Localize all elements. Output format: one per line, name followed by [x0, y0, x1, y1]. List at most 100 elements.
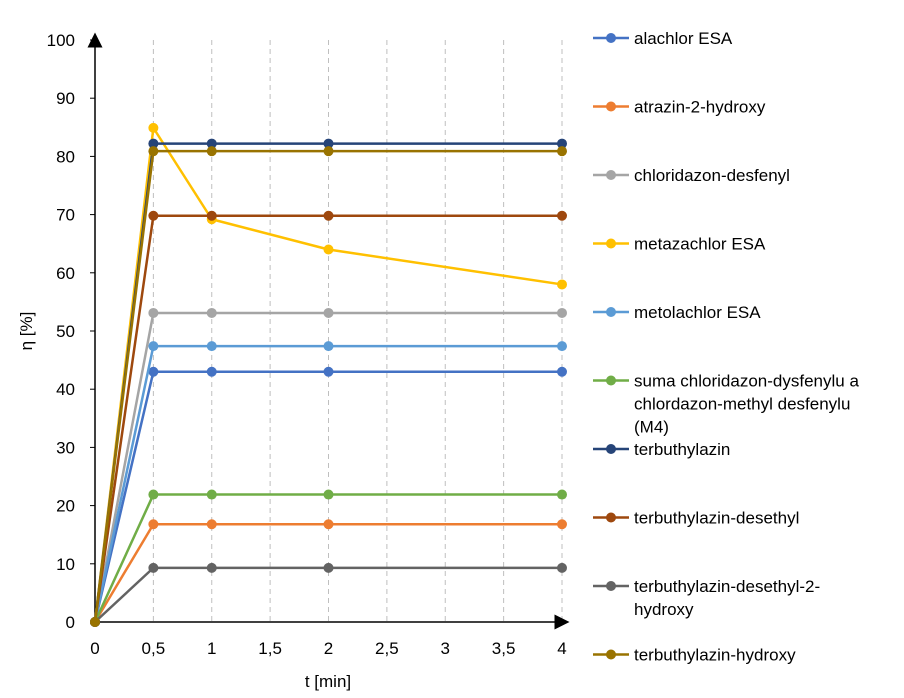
legend-swatch-marker — [606, 649, 616, 660]
grid — [152, 40, 563, 622]
data-point — [557, 562, 567, 573]
legend-swatch-marker — [606, 307, 616, 317]
legend-item: terbuthylazin — [593, 440, 730, 459]
data-point — [323, 366, 334, 377]
data-point — [206, 307, 217, 318]
data-point — [557, 138, 567, 149]
x-tick-label: 4 — [557, 639, 566, 658]
x-tick-label: 0,5 — [142, 639, 166, 658]
legend-label: terbuthylazin-desethyl-2- hydroxy — [634, 577, 820, 619]
data-point — [557, 519, 567, 530]
legend-swatch-marker — [606, 444, 616, 454]
legend-label: atrazin-2-hydroxy — [634, 98, 766, 117]
y-tick-label: 20 — [56, 497, 75, 516]
data-point — [323, 210, 334, 221]
legend-item: terbuthylazin-desethyl — [593, 509, 799, 528]
data-point — [323, 489, 334, 500]
data-point — [323, 307, 334, 318]
y-tick-label: 30 — [56, 438, 75, 457]
legend-swatch-marker — [606, 33, 616, 43]
series-group — [90, 146, 567, 627]
data-point — [148, 307, 159, 318]
legend-label: suma chloridazon-dysfenylu a chlordazon-m… — [634, 372, 859, 437]
legend-label-line: suma chloridazon-dysfenylu a — [634, 372, 859, 391]
legend: alachlor ESA atrazin-2-hydroxy chloridazon… — [593, 29, 859, 665]
legend-label: terbuthylazin-hydroxy — [634, 646, 796, 665]
data-point — [557, 279, 567, 290]
legend-label-line: terbuthylazin — [634, 440, 730, 459]
y-tick-label: 40 — [56, 380, 75, 399]
legend-swatch-marker — [606, 170, 616, 180]
legend-item: terbuthylazin-desethyl-2- hydroxy — [593, 577, 820, 619]
y-tick-label: 60 — [56, 264, 75, 283]
legend-label-line: terbuthylazin-hydroxy — [634, 646, 796, 665]
data-point — [557, 489, 567, 500]
legend-label-line: metazachlor ESA — [634, 235, 766, 254]
data-point — [557, 341, 567, 352]
data-point — [557, 210, 567, 221]
legend-item: metolachlor ESA — [593, 303, 761, 322]
data-point — [206, 519, 217, 530]
y-axis-title: η [%] — [17, 312, 36, 351]
series-group — [90, 341, 567, 627]
legend-item: suma chloridazon-dysfenylu a chlordazon-m… — [593, 372, 859, 437]
legend-label-line: alachlor ESA — [634, 29, 733, 48]
data-point — [323, 341, 334, 352]
data-point — [148, 210, 159, 221]
x-tick-label: 2,5 — [375, 639, 399, 658]
y-tick-label: 10 — [56, 555, 75, 574]
data-point — [323, 519, 334, 530]
x-axis-title: t [min] — [305, 672, 351, 691]
x-tick-label: 3,5 — [492, 639, 516, 658]
legend-label-line: chlordazon-methyl desfenylu — [634, 395, 850, 414]
y-tick-label: 50 — [56, 322, 75, 341]
data-point — [206, 341, 217, 352]
y-tick-label: 80 — [56, 147, 75, 166]
data-point — [323, 138, 334, 149]
data-point — [148, 146, 159, 157]
x-tick-label: 2 — [324, 639, 333, 658]
x-tick-label: 3 — [441, 639, 450, 658]
data-point — [323, 562, 334, 573]
y-tick-label: 100 — [47, 31, 75, 50]
legend-label-line: atrazin-2-hydroxy — [634, 98, 766, 117]
legend-item: terbuthylazin-hydroxy — [593, 646, 796, 665]
data-point — [148, 122, 159, 133]
data-point — [557, 146, 567, 157]
legend-label-line: hydroxy — [634, 600, 694, 619]
legend-label: alachlor ESA — [634, 29, 733, 48]
data-point — [206, 210, 217, 221]
data-point — [148, 341, 159, 352]
legend-label: metolachlor ESA — [634, 303, 761, 322]
data-point — [206, 366, 217, 377]
x-tick-label: 1 — [207, 639, 216, 658]
x-tick-label: 0 — [90, 639, 99, 658]
legend-swatch-marker — [606, 101, 616, 112]
data-point — [206, 146, 217, 157]
data-point — [557, 366, 567, 377]
legend-label-line: metolachlor ESA — [634, 303, 761, 322]
data-point — [206, 138, 217, 149]
x-tick-labels: 0 0,5 1 1,5 2 2,5 3 3,5 4 — [90, 639, 566, 658]
legend-label-line: terbuthylazin-desethyl-2- — [634, 577, 820, 596]
legend-label: metazachlor ESA — [634, 235, 766, 254]
data-point — [323, 146, 334, 157]
x-tick-label: 1,5 — [258, 639, 282, 658]
series — [90, 122, 567, 627]
y-tick-label: 0 — [66, 613, 75, 632]
y-tick-label: 70 — [56, 206, 75, 225]
legend-swatch-marker — [606, 581, 616, 591]
legend-item: chloridazon-desfenyl — [593, 166, 790, 185]
legend-label-line: terbuthylazin-desethyl — [634, 509, 799, 528]
legend-label: chloridazon-desfenyl — [634, 166, 790, 185]
data-point — [148, 562, 159, 573]
data-point — [148, 519, 159, 530]
data-point — [206, 489, 217, 500]
data-point — [206, 562, 217, 573]
legend-swatch-marker — [606, 238, 616, 249]
legend-item: metazachlor ESA — [593, 235, 766, 254]
legend-label: terbuthylazin-desethyl — [634, 509, 799, 528]
legend-label-line: chloridazon-desfenyl — [634, 166, 790, 185]
legend-item: alachlor ESA — [593, 29, 733, 48]
data-point — [148, 366, 159, 377]
